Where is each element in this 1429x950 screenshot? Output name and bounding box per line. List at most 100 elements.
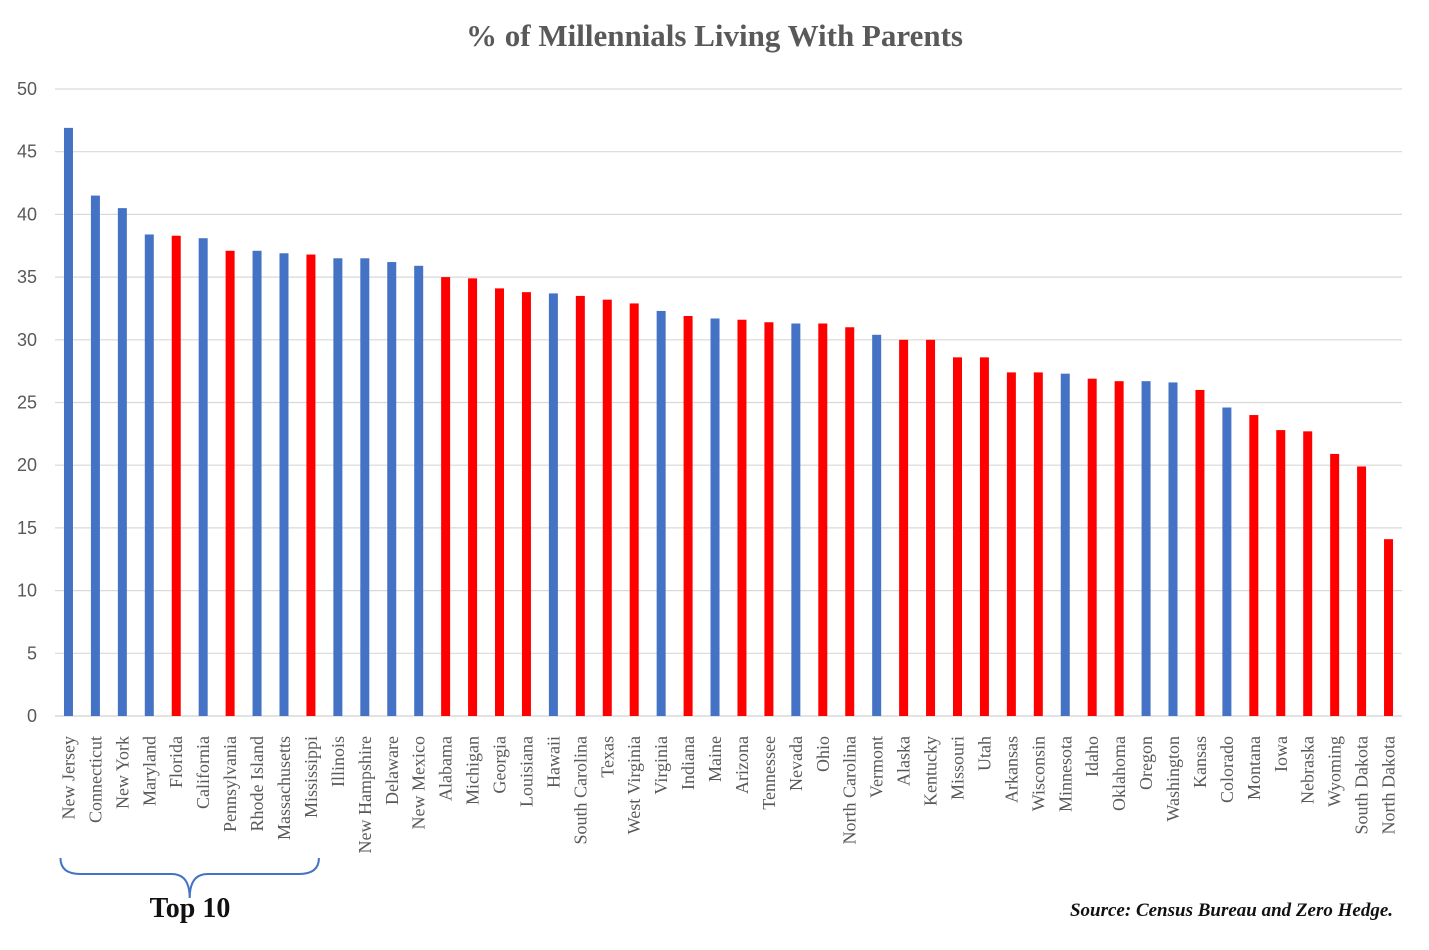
bar-north-dakota <box>1384 539 1394 716</box>
bar-new-jersey <box>63 127 73 716</box>
y-tick-label: 20 <box>17 455 37 475</box>
y-tick-label: 40 <box>17 204 37 224</box>
bar-new-hampshire <box>360 258 370 716</box>
bar-illinois <box>333 258 343 716</box>
y-tick-label: 45 <box>17 142 37 162</box>
x-tick-label: Mississippi <box>301 736 321 818</box>
x-tick-label: New Jersey <box>58 736 78 819</box>
x-tick-label: Illinois <box>328 736 348 787</box>
bar-maine <box>710 318 720 716</box>
x-tick-label: Oregon <box>1136 736 1156 790</box>
bar-connecticut <box>90 195 100 717</box>
bar-georgia <box>495 288 505 716</box>
x-tick-label: North Dakota <box>1379 736 1399 834</box>
bar-minnesota <box>1060 373 1070 716</box>
bar-rhode-island <box>252 250 262 717</box>
source-note: Source: Census Bureau and Zero Hedge. <box>1069 900 1393 921</box>
x-tick-label: South Dakota <box>1352 736 1372 835</box>
x-tick-label: New York <box>112 736 132 809</box>
x-tick-label: Massachusetts <box>274 736 294 840</box>
x-tick-label: Wisconsin <box>1028 736 1048 811</box>
bar-montana <box>1249 415 1259 716</box>
x-tick-label: Alaska <box>894 736 914 786</box>
x-tick-label: Hawaii <box>543 736 563 788</box>
y-tick-label: 5 <box>27 643 37 663</box>
bar-iowa <box>1276 430 1286 716</box>
x-tick-label: Montana <box>1244 736 1264 800</box>
y-tick-label: 10 <box>17 581 37 601</box>
x-tick-label: Nevada <box>786 736 806 791</box>
x-tick-label: Indiana <box>678 736 698 790</box>
bar-alaska <box>899 339 909 716</box>
bar-nebraska <box>1303 431 1313 716</box>
bar-new-york <box>117 208 127 716</box>
top10-brace <box>59 857 320 899</box>
bar-south-carolina <box>575 295 585 716</box>
x-tick-label: Colorado <box>1217 736 1237 803</box>
y-tick-label: 30 <box>17 330 37 350</box>
x-tick-label: Missouri <box>947 736 967 800</box>
bar-vermont <box>872 334 882 716</box>
x-tick-label: Kansas <box>1190 736 1210 788</box>
y-tick-label: 25 <box>17 393 37 413</box>
bar-south-dakota <box>1357 466 1367 716</box>
bar-oregon <box>1141 381 1151 716</box>
y-tick-label: 50 <box>17 79 37 99</box>
bar-wyoming <box>1330 453 1340 716</box>
bar-tennessee <box>764 322 774 716</box>
bar-arkansas <box>1006 372 1016 716</box>
x-tick-label: Louisiana <box>516 736 536 807</box>
bar-massachusetts <box>279 253 289 717</box>
bar-utah <box>979 357 989 716</box>
bar-nevada <box>791 323 801 716</box>
bar-north-carolina <box>845 327 855 716</box>
bar-mississippi <box>306 254 316 716</box>
x-tick-label: New Hampshire <box>355 736 375 853</box>
x-tick-label: California <box>193 736 213 809</box>
bar-wisconsin <box>1033 372 1043 716</box>
bar-washington <box>1168 382 1178 716</box>
bar-colorado <box>1222 407 1232 716</box>
bar-michigan <box>468 278 478 716</box>
bar-maryland <box>144 234 154 717</box>
x-tick-label: Arkansas <box>1001 736 1021 803</box>
x-tick-label: Michigan <box>463 736 483 805</box>
x-tick-label: Utah <box>974 736 994 771</box>
bar-hawaii <box>548 293 558 716</box>
bar-indiana <box>683 315 693 716</box>
bar-west-virginia <box>629 303 639 716</box>
bar-oklahoma <box>1114 381 1124 716</box>
bar-arizona <box>737 319 747 716</box>
x-tick-label: West Virginia <box>624 736 644 834</box>
bar-texas <box>602 299 612 716</box>
x-tick-label: Maine <box>705 736 725 782</box>
bar-kansas <box>1195 389 1205 716</box>
bar-california <box>198 238 208 716</box>
x-tick-label: Wyoming <box>1325 736 1345 807</box>
x-tick-label: Vermont <box>867 736 887 798</box>
y-tick-label: 15 <box>17 518 37 538</box>
bar-pennsylvania <box>225 250 235 717</box>
bar-idaho <box>1087 378 1097 716</box>
x-tick-label: Georgia <box>490 736 510 794</box>
x-tick-label: Ohio <box>813 736 833 772</box>
x-tick-label: Delaware <box>382 736 402 805</box>
x-tick-label: Texas <box>597 736 617 778</box>
bar-florida <box>171 235 181 716</box>
x-tick-label: Minnesota <box>1055 736 1075 812</box>
x-tick-label: New Mexico <box>409 736 429 829</box>
y-axis-ticks: 0 5 10 15 20 25 30 35 40 45 50 <box>17 79 37 726</box>
x-tick-label: Rhode Island <box>247 736 267 831</box>
x-tick-label: Alabama <box>436 736 456 801</box>
x-tick-label: Connecticut <box>85 736 105 823</box>
x-tick-label: North Carolina <box>840 736 860 844</box>
y-tick-label: 0 <box>27 706 37 726</box>
x-tick-label: Tennessee <box>759 736 779 810</box>
bar-kentucky <box>926 339 936 716</box>
x-tick-label: Virginia <box>651 736 671 795</box>
x-tick-label: Idaho <box>1082 736 1102 777</box>
bar-virginia <box>656 310 666 716</box>
bar-alabama <box>441 277 451 716</box>
x-tick-label: Oklahoma <box>1109 736 1129 811</box>
